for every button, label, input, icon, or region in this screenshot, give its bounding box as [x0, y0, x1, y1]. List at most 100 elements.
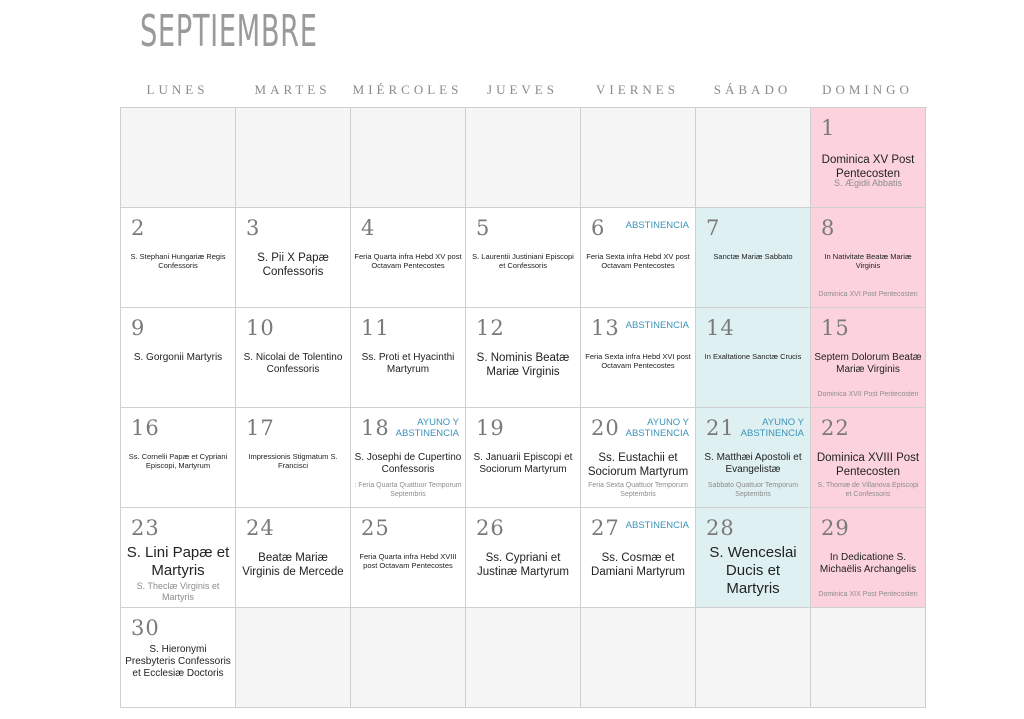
feast-name: Feria Quarta infra Hebd XV post Octavam … — [354, 252, 462, 270]
fasting-tag: AYUNO Y ABSTINENCIA — [395, 417, 459, 439]
day-cell-1: 1 Dominica XV Post Pentecosten S. Ægidii A… — [811, 108, 926, 208]
day-number: 23 — [131, 516, 160, 540]
feast-name: Impressionis Stigmatum S. Francisci — [248, 452, 338, 470]
day-number: 13 — [591, 316, 620, 340]
day-number: 3 — [246, 216, 261, 240]
day-cell-4: 4 Feria Quarta infra Hebd XV post Octavam… — [351, 208, 466, 308]
fasting-tag: ABSTINENCIA — [625, 220, 689, 231]
day-cell-30: 30 S. Hieronymi Presbyteris Confessoris e… — [121, 608, 236, 708]
day-number: 29 — [821, 516, 850, 540]
day-number: 28 — [706, 516, 735, 540]
feast-name: In Dedicatione S. Michaëlis Archangelis — [819, 552, 917, 575]
weekday-label: MARTES — [254, 82, 331, 97]
feast-name: In Nativitate Beatæ Mariæ Virginis — [824, 252, 912, 270]
feast-name: Ss. Cypriani et Justinæ Martyrum — [476, 552, 570, 578]
weekday-header: LUNES MARTES MIÉRCOLES JUEVES VIERNES SÁ… — [120, 82, 925, 98]
day-number: 25 — [361, 516, 390, 540]
feast-name: Dominica XV Post Pentecosten — [821, 154, 915, 180]
feast-name: Ss. Cosmæ et Damiani Martyrum — [591, 552, 685, 578]
day-number: 12 — [476, 316, 505, 340]
feast-name: S. Pii X Papæ Confessoris — [257, 252, 329, 278]
weekday-label: VIERNES — [596, 82, 679, 97]
day-number: 27 — [591, 516, 620, 540]
day-number: 9 — [131, 316, 146, 340]
day-cell-23: 23 S. Lini Papæ et Martyris S. Theclæ Virg… — [121, 508, 236, 608]
day-number: 18 — [361, 416, 390, 440]
feast-name: S. Nicolai de Tolentino Confessoris — [243, 352, 343, 375]
day-cell-12: 12 S. Nominis Beatæ Mariæ Virginis — [466, 308, 581, 408]
day-cell-24: 24 Beatæ Mariæ Virginis de Mercede — [236, 508, 351, 608]
day-number: 16 — [131, 416, 160, 440]
empty-cell — [351, 108, 466, 208]
commemoration: : Feria Quarta Quattuor Temporum Septemb… — [354, 482, 462, 498]
feast-name: Ss. Proti et Hyacinthi Martyrum — [361, 352, 455, 375]
commemoration: S. Ægidii Abbatis — [833, 178, 903, 189]
day-cell-19: 19 S. Januarii Episcopi et Sociorum Marty… — [466, 408, 581, 508]
commemoration: S. Thomæ de Villanova Episcopi et Confes… — [817, 482, 919, 498]
feast-name: S. Stephani Hungariæ Regis Confessoris — [130, 252, 226, 270]
day-cell-27: 27 ABSTINENCIA Ss. Cosmæ et Damiani Martyr… — [581, 508, 696, 608]
commemoration: Dominica XVII Post Pentecosten — [817, 390, 919, 398]
feast-name: S. Josephi de Cupertino Confessoris — [354, 452, 462, 475]
weekday-label: MIÉRCOLES — [352, 82, 463, 97]
day-number: 22 — [821, 416, 850, 440]
day-cell-10: 10 S. Nicolai de Tolentino Confessoris — [236, 308, 351, 408]
feast-name: Sanctæ Mariæ Sabbato — [713, 252, 793, 261]
day-cell-28: 28 S. Wenceslai Ducis et Martyris — [696, 508, 811, 608]
day-cell-11: 11 Ss. Proti et Hyacinthi Martyrum — [351, 308, 466, 408]
weekday-label: JUEVES — [487, 82, 558, 97]
fasting-tag: AYUNO Y ABSTINENCIA — [625, 417, 689, 439]
commemoration: Dominica XIX Post Pentecosten — [818, 590, 918, 598]
feast-name: S. Matthæi Apostoli et Evangelistæ — [704, 452, 802, 475]
empty-cell — [351, 608, 466, 708]
day-number: 21 — [706, 416, 735, 440]
day-cell-6: 6 ABSTINENCIA Feria Sexta infra Hebd XV po… — [581, 208, 696, 308]
feast-name: S. Gorgonii Martyris — [133, 352, 223, 363]
day-number: 6 — [591, 216, 606, 240]
feast-name: Feria Sexta infra Hebd XV post Octavam P… — [586, 252, 690, 270]
day-cell-2: 2 S. Stephani Hungariæ Regis Confessoris — [121, 208, 236, 308]
day-number: 19 — [476, 416, 505, 440]
feast-name: Feria Sexta infra Hebd XVI post Octavam … — [585, 352, 691, 370]
feast-name: S. Nominis Beatæ Mariæ Virginis — [476, 352, 570, 378]
day-number: 17 — [246, 416, 275, 440]
day-number: 2 — [131, 216, 146, 240]
day-number: 20 — [591, 416, 620, 440]
day-cell-18: 18 AYUNO Y ABSTINENCIA S. Josephi de Cuper… — [351, 408, 466, 508]
day-number: 10 — [246, 316, 275, 340]
day-number: 14 — [706, 316, 735, 340]
feast-name: S. Januarii Episcopi et Sociorum Martyru… — [473, 452, 573, 475]
weekday-label: LUNES — [146, 82, 209, 97]
empty-cell — [581, 108, 696, 208]
empty-cell — [236, 608, 351, 708]
empty-cell — [121, 108, 236, 208]
day-cell-9: 9 S. Gorgonii Martyris — [121, 308, 236, 408]
day-number: 5 — [476, 216, 491, 240]
day-cell-25: 25 Feria Quarta infra Hebd XVIII post Oct… — [351, 508, 466, 608]
day-cell-16: 16 Ss. Cornelii Papæ et Cypriani Episcopi… — [121, 408, 236, 508]
day-number: 7 — [706, 216, 721, 240]
day-cell-29: 29 In Dedicatione S. Michaëlis Archangeli… — [811, 508, 926, 608]
day-cell-17: 17 Impressionis Stigmatum S. Francisci — [236, 408, 351, 508]
day-cell-26: 26 Ss. Cypriani et Justinæ Martyrum — [466, 508, 581, 608]
commemoration: Sabbato Quattuor Temporum Septembris — [707, 482, 799, 498]
empty-cell — [811, 608, 926, 708]
day-cell-22: 22 Dominica XVIII Post Pentecosten S. Thom… — [811, 408, 926, 508]
day-cell-14: 14 In Exaltatione Sanctæ Crucis — [696, 308, 811, 408]
commemoration: Feria Sexta Quattuor Temporum Septembris — [588, 482, 688, 498]
calendar-grid: 1 Dominica XV Post Pentecosten S. Ægidii A… — [120, 107, 927, 708]
feast-name: S. Laurentii Justiniani Episcopi et Conf… — [472, 252, 574, 270]
day-number: 4 — [361, 216, 376, 240]
feast-name: Dominica XVIII Post Pentecosten — [816, 452, 920, 478]
day-number: 8 — [821, 216, 836, 240]
weekday-label: DOMINGO — [822, 82, 913, 97]
fasting-tag: ABSTINENCIA — [625, 320, 689, 331]
day-cell-21: 21 AYUNO Y ABSTINENCIA S. Matthæi Apostoli… — [696, 408, 811, 508]
fasting-tag: ABSTINENCIA — [625, 520, 689, 531]
feast-name: Feria Quarta infra Hebd XVIII post Octav… — [359, 552, 457, 570]
commemoration: Dominica XVI Post Pentecosten — [818, 290, 918, 298]
feast-name: Beatæ Mariæ Virginis de Mercede — [242, 552, 344, 578]
day-number: 15 — [821, 316, 850, 340]
day-number: 24 — [246, 516, 275, 540]
day-number: 30 — [131, 616, 160, 640]
